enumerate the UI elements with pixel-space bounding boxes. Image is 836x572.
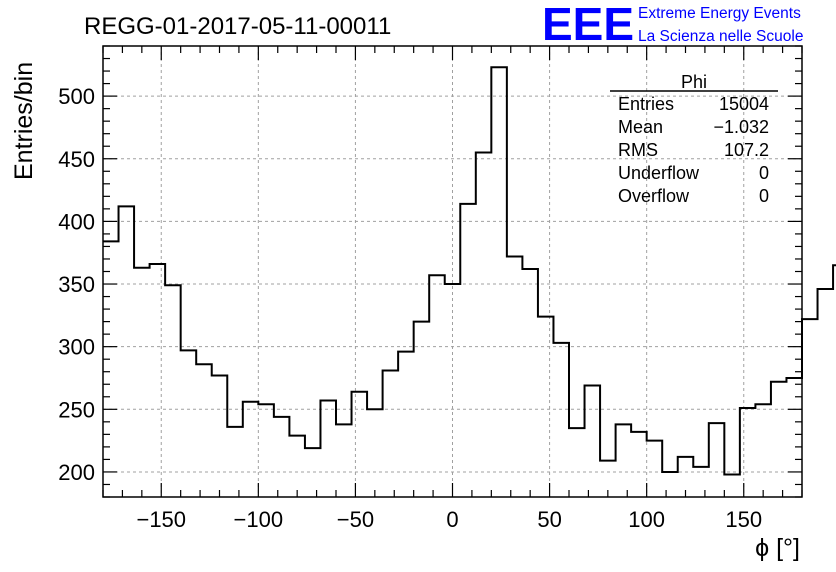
stats-row-label: Underflow <box>618 163 700 183</box>
x-tick-label: 0 <box>446 507 458 532</box>
axis-ticks <box>102 45 803 498</box>
stats-row-label: Entries <box>618 94 674 114</box>
x-tick-label: 100 <box>628 507 665 532</box>
y-tick-label: 500 <box>58 84 95 109</box>
x-tick-label: −50 <box>337 507 374 532</box>
chart-title: REGG-01-2017-05-11-00011 <box>84 13 391 40</box>
stats-row-value: 15004 <box>719 94 769 114</box>
stats-rows: Entries 15004 Mean −1.032 RMS 107.2 Underflow 0… <box>618 94 769 206</box>
y-tick-label: 250 <box>58 397 95 422</box>
logo-line-2: La Scienza nelle Scuole <box>638 28 803 45</box>
x-tick-label: −150 <box>136 507 186 532</box>
tick-labels: −150 −100 −50 0 50 100 150 200 250 300 350 400 450 50… <box>58 84 762 532</box>
y-tick-label: 300 <box>58 335 95 360</box>
y-tick-label: 200 <box>58 460 95 485</box>
grid-lines <box>103 46 802 497</box>
stats-row-value: 0 <box>759 163 769 183</box>
histogram-outline <box>103 66 836 476</box>
stats-row-label: Overflow <box>618 186 690 206</box>
y-axis-label: Entries/bin <box>10 62 38 180</box>
stats-row-label: RMS <box>618 140 658 160</box>
x-tick-label: 150 <box>725 507 762 532</box>
x-tick-label: 50 <box>537 507 561 532</box>
y-tick-label: 400 <box>58 209 95 234</box>
stats-box: Phi Entries 15004 Mean −1.032 RMS 107.2 Underf… <box>610 72 778 206</box>
logo-line-1: Extreme Energy Events <box>638 5 801 22</box>
stats-row-value: −1.032 <box>713 117 769 137</box>
stats-row-value: 0 <box>759 186 769 206</box>
x-tick-label: −100 <box>234 507 284 532</box>
plot-frame <box>102 45 803 498</box>
y-tick-label: 450 <box>58 147 95 172</box>
stats-row-label: Mean <box>618 117 663 137</box>
x-axis-label: ϕ [°] <box>755 534 800 562</box>
eee-logo-mark: EEE <box>542 0 634 50</box>
histogram-bars <box>103 66 836 476</box>
stats-row-value: 107.2 <box>724 140 769 160</box>
stats-box-title: Phi <box>681 72 707 92</box>
y-tick-label: 350 <box>58 272 95 297</box>
